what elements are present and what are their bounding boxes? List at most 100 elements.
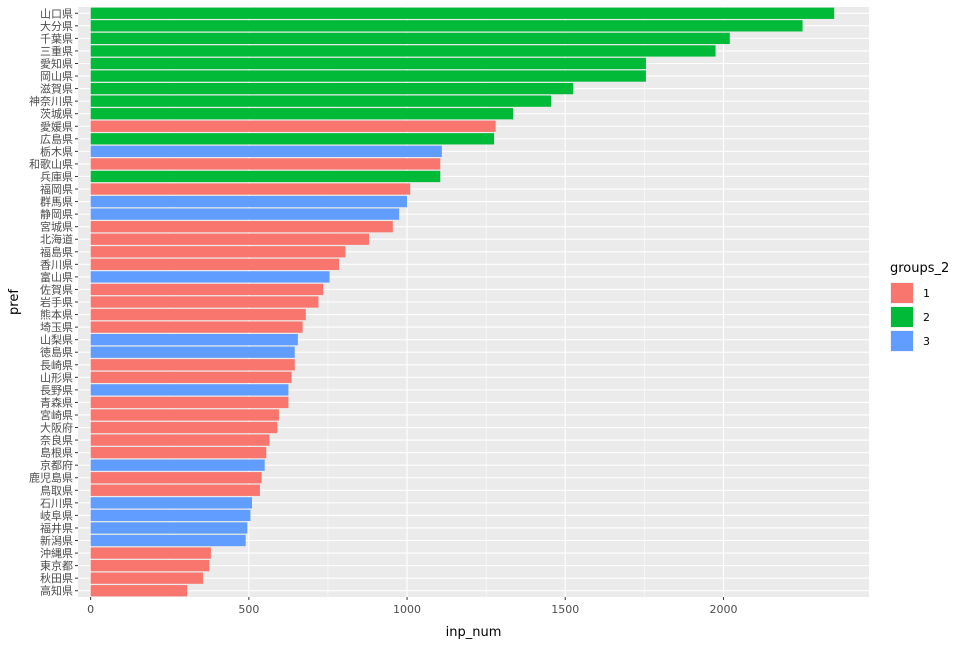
bar [90,421,278,434]
y-tick-label: 鳥取県 [40,483,73,497]
bar [90,133,495,145]
legend-swatch [891,283,913,303]
bar [90,409,279,421]
y-tick-label: 京都府 [40,458,73,472]
y-tick-label: 宮崎県 [40,408,73,422]
y-tick-label: 富山県 [40,270,73,284]
y-tick-label: 群馬県 [40,195,73,209]
bar [90,371,292,383]
y-tick-label: 奈良県 [40,433,73,447]
y-tick-label: 三重県 [40,44,73,58]
y-tick-label: 秋田県 [40,571,73,585]
bar [90,208,400,220]
bar [90,484,260,496]
y-tick-label: 福井県 [40,521,73,535]
y-tick-label: 北海道 [40,232,73,246]
y-tick-label: 茨城県 [40,107,73,121]
x-tick-label: 0 [87,603,94,616]
y-tick-label: 和歌山県 [29,157,73,171]
bar [90,246,346,258]
y-tick-label: 福島県 [40,245,73,259]
bar [90,183,411,195]
bar [90,334,298,346]
bar [90,221,393,233]
y-tick-label: 埼玉県 [40,320,73,334]
legend-label: 3 [923,335,930,348]
bar [90,283,324,296]
bar [90,32,730,45]
legend-label: 2 [923,311,930,324]
bar [90,396,289,409]
bar [90,120,496,132]
bar [90,446,267,459]
bar [90,359,295,371]
legend-title: groups_2 [890,261,949,276]
y-tick-label: 長野県 [40,384,73,397]
bar [90,522,248,534]
bar [90,559,210,572]
legend-swatch [891,331,913,351]
bar [90,108,514,120]
y-tick-label: 香川県 [40,258,73,271]
x-tick-label: 1000 [393,603,421,616]
bar [90,45,716,57]
bar [90,57,646,70]
bar [90,7,835,19]
y-tick-label: 岩手県 [40,295,73,309]
bar [90,170,441,183]
y-tick-label: 長崎県 [40,358,73,372]
y-tick-label: 東京都 [40,559,73,573]
y-tick-label: 大分県 [40,19,73,33]
bar [90,472,262,484]
bar [90,195,408,208]
bar [90,20,803,32]
y-tick-label: 青森県 [40,395,73,409]
bar [90,547,211,559]
x-tick-label: 1500 [551,603,579,616]
y-tick-label: 愛媛県 [40,119,73,133]
y-tick-label: 静岡県 [40,207,73,221]
legend-label: 1 [923,287,930,300]
y-tick-label: 高知県 [40,584,73,598]
bar [90,509,251,522]
y-tick-label: 大阪府 [40,421,73,435]
y-axis-title: pref [7,289,22,315]
y-tick-label: 山形県 [40,371,73,384]
bar [90,95,552,107]
bar [90,296,319,308]
bar [90,585,188,597]
y-tick-label: 愛知県 [40,56,73,70]
y-tick-label: 鹿児島県 [29,471,73,485]
y-tick-label: 岡山県 [40,70,73,83]
y-tick-label: 島根県 [40,446,73,460]
bar [90,258,340,270]
bar [90,82,574,95]
bar [90,271,330,283]
y-tick-label: 岐阜県 [40,509,73,522]
y-tick-label: 栃木県 [40,144,73,158]
y-tick-label: 石川県 [40,497,73,510]
bar [90,434,270,446]
y-tick-label: 徳島県 [40,345,73,359]
y-tick-label: 福岡県 [40,182,73,196]
bar [90,459,265,471]
y-tick-label: 神奈川県 [29,94,73,108]
bar [90,145,442,158]
x-axis-title: inp_num [446,625,502,640]
y-tick-label: 沖縄県 [40,546,73,560]
y-tick-label: 宮城県 [40,220,73,234]
bar [90,321,303,333]
y-tick-label: 新潟県 [40,534,73,548]
y-tick-label: 滋賀県 [40,83,73,96]
y-tick-label: 山梨県 [40,333,73,347]
bar [90,572,203,584]
bar [90,497,253,509]
y-tick-label: 山口県 [40,7,73,20]
y-tick-label: 広島県 [40,132,73,146]
bar [90,384,289,396]
bar [90,158,441,170]
bar [90,346,295,358]
y-tick-label: 熊本県 [40,308,73,322]
